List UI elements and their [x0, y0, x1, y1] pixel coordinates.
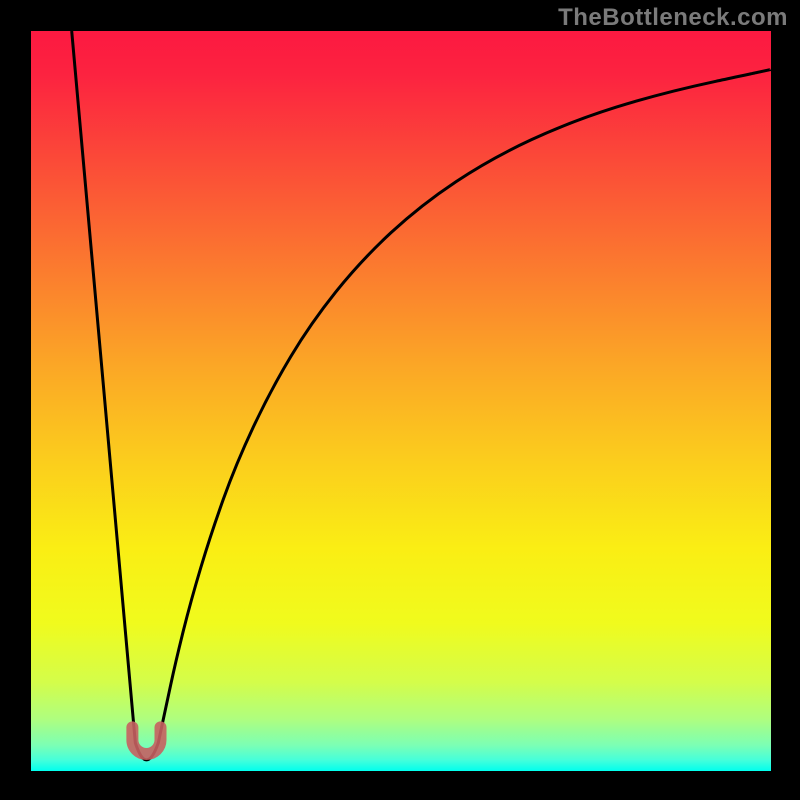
watermark-text: TheBottleneck.com — [558, 4, 788, 32]
plot-background — [31, 31, 771, 771]
chart-container: TheBottleneck.com — [0, 0, 800, 800]
chart-svg — [0, 0, 800, 800]
